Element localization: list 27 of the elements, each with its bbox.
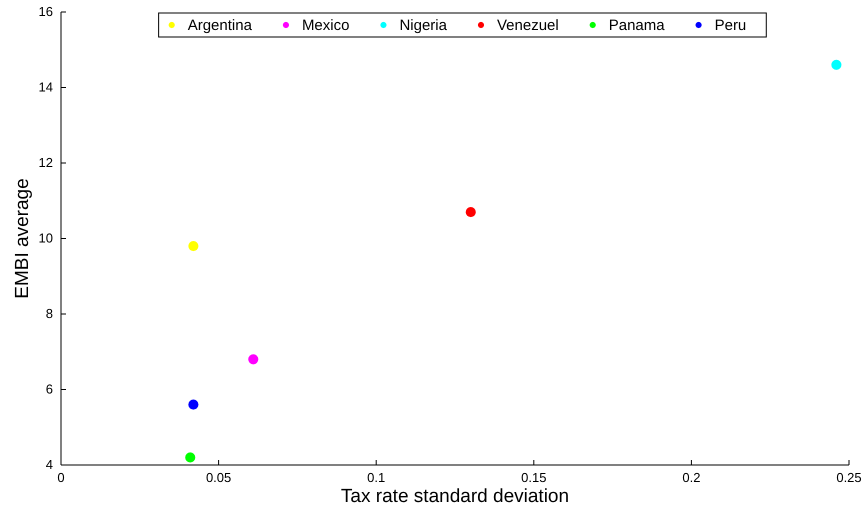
legend-label: Panama <box>608 17 666 34</box>
x-tick-label: 0.1 <box>367 470 386 486</box>
legend-label: Venezuel <box>496 17 559 34</box>
x-tick-label: 0.05 <box>206 470 232 486</box>
legend-label: Peru <box>714 17 746 34</box>
legend-label: Nigeria <box>399 17 448 34</box>
x-tick-label: 0 <box>57 470 65 486</box>
x-tick-label: 0.25 <box>836 470 862 486</box>
legend-label: Argentina <box>188 17 253 34</box>
x-tick-label: 0.2 <box>682 470 700 486</box>
legend-label: Mexico <box>302 17 350 34</box>
x-tick-label: 0.15 <box>521 470 546 486</box>
point <box>831 60 842 70</box>
point <box>185 452 196 462</box>
point <box>248 354 258 364</box>
point <box>188 400 198 410</box>
point <box>466 207 476 218</box>
y-tick-label: 16 <box>38 4 53 20</box>
point <box>188 241 198 252</box>
y-tick-label: 12 <box>38 155 53 170</box>
y-tick-label: 4 <box>46 457 53 472</box>
x-axis-title: Tax rate standard deviation <box>340 486 570 507</box>
y-tick-label: 6 <box>46 382 53 397</box>
y-axis-title: EMBI average <box>12 178 33 299</box>
y-tick-label: 10 <box>38 230 53 246</box>
y-tick-label: 14 <box>38 80 53 95</box>
y-tick-label: 8 <box>46 306 53 322</box>
